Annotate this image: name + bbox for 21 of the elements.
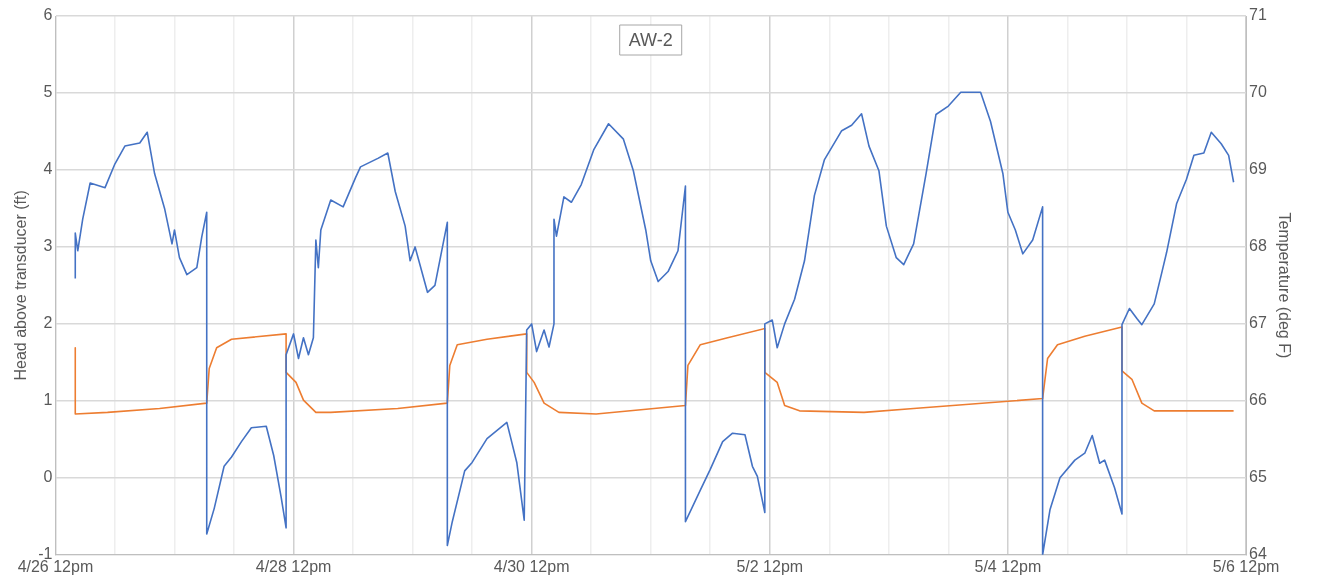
x-tick-label: 4/28 12pm bbox=[255, 557, 332, 575]
y2-tick-label: 65 bbox=[1249, 468, 1267, 486]
y2-tick-label: 68 bbox=[1249, 237, 1267, 255]
y2-tick-label: 69 bbox=[1249, 160, 1267, 178]
y-tick-label: 4 bbox=[43, 160, 53, 178]
y-tick-label: 5 bbox=[43, 83, 53, 101]
text: AW-2 bbox=[628, 29, 673, 50]
y2-axis-title: Temperature (deg F) bbox=[1275, 212, 1293, 359]
y-tick-label: 1 bbox=[43, 391, 53, 409]
y2-tick-label: 71 bbox=[1249, 6, 1267, 24]
y2-tick-label: 70 bbox=[1249, 83, 1267, 101]
x-tick-label: 4/30 12pm bbox=[493, 557, 570, 575]
y-axis-title: Head above transducer (ft) bbox=[12, 190, 30, 381]
x-tick-label: 5/4 12pm bbox=[974, 557, 1042, 575]
y2-tick-label: 67 bbox=[1249, 314, 1267, 332]
y-tick-label: 2 bbox=[43, 314, 53, 332]
y-tick-label: 3 bbox=[43, 237, 53, 255]
y-tick-label: 0 bbox=[43, 468, 53, 486]
y2-tick-label: 66 bbox=[1249, 391, 1267, 409]
y-tick-label: 6 bbox=[43, 6, 53, 24]
x-tick-label: 5/2 12pm bbox=[736, 557, 804, 575]
